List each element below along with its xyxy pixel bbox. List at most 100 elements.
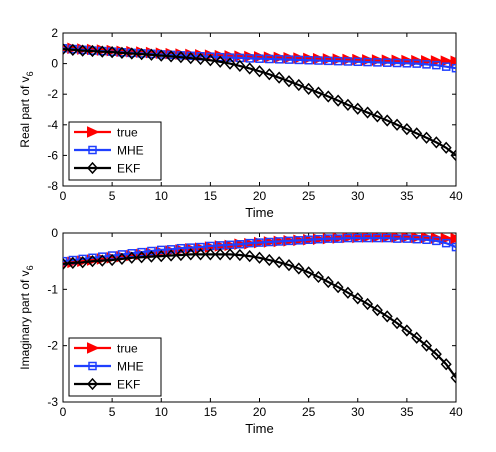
y-axis-label-main: Real part of v (18, 76, 32, 147)
data-point (324, 56, 333, 66)
data-point (362, 297, 374, 311)
y-axis-label-main: Imaginary part of v (18, 270, 32, 369)
data-point (373, 233, 382, 243)
y-tick-label: -8 (47, 179, 58, 193)
data-point (195, 52, 207, 66)
data-point (145, 48, 157, 61)
legend-item-true: true (74, 126, 138, 140)
data-point (402, 234, 412, 243)
data-point (255, 238, 264, 247)
y-axis-label-subscript: 6 (25, 71, 35, 76)
legend-swatch-marker (88, 145, 97, 155)
data-point (391, 118, 403, 131)
data-point (244, 62, 256, 75)
data-point (430, 347, 442, 361)
data-point (273, 71, 285, 84)
data-point (245, 54, 254, 63)
legend: true MHE EKF (68, 121, 162, 181)
data-point (263, 68, 275, 81)
data-point (332, 280, 344, 294)
chart-imaginary-part: 0 5 10 15 20 25 30 35 40 -3 -2 -1 0 Time Imaginary … (18, 226, 463, 436)
data-point (265, 54, 274, 64)
data-point (185, 248, 197, 261)
legend-item-mhe: MHE (74, 360, 144, 374)
legend-swatch-marker (88, 361, 97, 371)
data-point (450, 233, 456, 245)
data-point (411, 331, 423, 344)
data-point (450, 149, 456, 162)
data-point (86, 44, 98, 58)
data-point (381, 114, 393, 127)
data-point (234, 248, 246, 262)
series-mhe (63, 233, 456, 266)
data-point (204, 54, 216, 67)
data-point (224, 57, 236, 70)
data-point (245, 238, 254, 248)
data-point (265, 237, 274, 247)
data-point (145, 250, 157, 263)
data-point (185, 51, 197, 65)
data-point (77, 44, 89, 57)
data-point (284, 55, 294, 64)
data-point (392, 58, 402, 68)
data-point (116, 46, 128, 60)
data-point (224, 248, 236, 261)
x-tick-label: 10 (155, 189, 169, 203)
data-point (392, 234, 402, 243)
data-point (402, 59, 412, 68)
data-point (77, 256, 89, 269)
x-tick-label: 40 (449, 405, 463, 419)
data-point (166, 245, 176, 254)
data-point (96, 254, 108, 267)
x-tick-label: 30 (351, 405, 365, 419)
data-point (63, 42, 69, 56)
data-point (322, 275, 334, 289)
data-point (253, 65, 266, 78)
data-point (363, 233, 372, 243)
data-point (343, 233, 353, 243)
data-point (186, 243, 195, 252)
data-point (312, 86, 324, 99)
data-point (244, 249, 256, 263)
x-ticks: 0 5 10 15 20 25 30 35 40 (60, 233, 463, 419)
x-tick-label: 35 (400, 405, 414, 419)
legend-label: true (117, 126, 138, 140)
data-point (401, 122, 413, 136)
y-tick-label: 0 (51, 57, 58, 71)
data-point (196, 242, 205, 252)
legend-label: EKF (117, 378, 140, 392)
data-point (363, 57, 372, 67)
data-point (214, 55, 226, 68)
data-point (391, 317, 403, 330)
data-point (352, 292, 364, 305)
x-axis-label: Time (245, 421, 273, 436)
data-point (116, 252, 128, 266)
data-point (165, 50, 177, 63)
data-point (253, 251, 266, 264)
y-tick-label: -2 (47, 87, 58, 101)
data-point (371, 304, 383, 317)
x-tick-label: 15 (204, 405, 218, 419)
x-tick-label: 5 (109, 189, 116, 203)
legend-swatch-marker (86, 161, 99, 175)
data-point (324, 234, 333, 243)
data-point (274, 237, 284, 246)
y-axis-label-subscript: 6 (25, 265, 35, 270)
data-point (382, 233, 392, 243)
legend-label: MHE (117, 360, 144, 374)
legend-item-ekf: EKF (74, 162, 140, 176)
series-group (63, 42, 456, 162)
x-tick-label: 20 (253, 189, 267, 203)
legend-item-ekf: EKF (74, 378, 140, 392)
series-ekf (63, 248, 456, 384)
data-point (175, 51, 187, 64)
data-point (165, 249, 177, 262)
data-point (155, 249, 167, 263)
x-tick-label: 15 (204, 189, 218, 203)
data-point (322, 90, 334, 103)
data-point (440, 358, 452, 371)
data-point (312, 270, 324, 284)
data-point (137, 247, 146, 257)
data-point (450, 371, 456, 384)
